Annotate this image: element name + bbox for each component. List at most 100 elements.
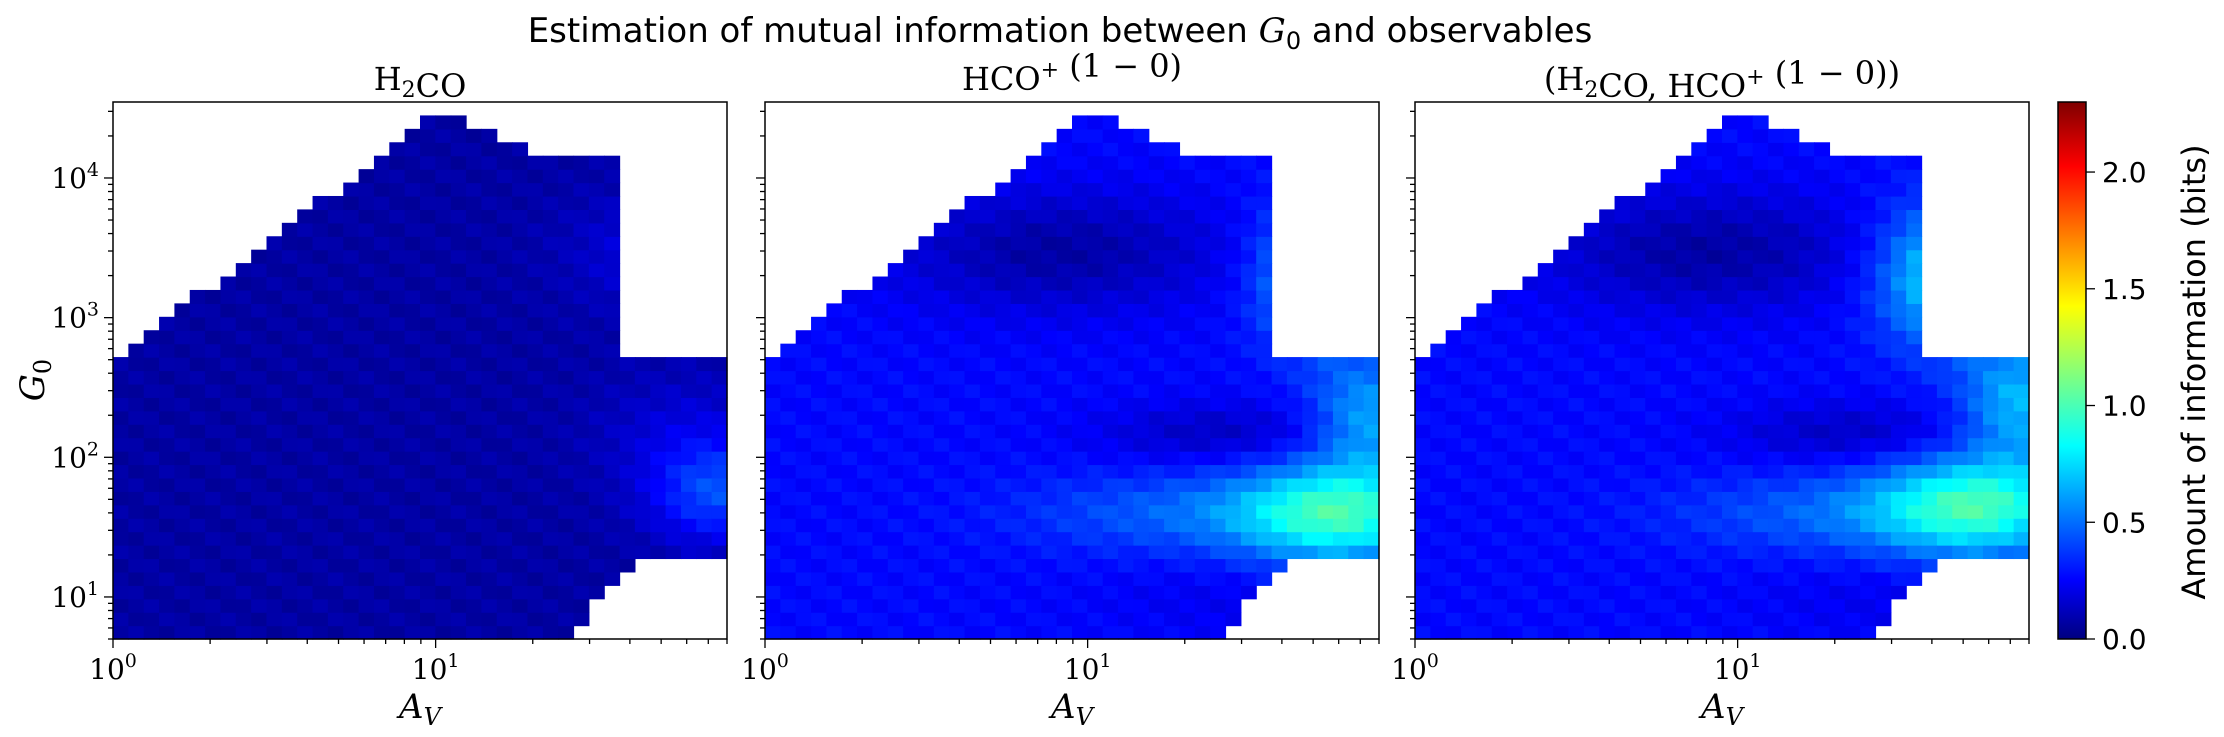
heatmap-cell [1537, 330, 1554, 345]
heatmap-cell [1194, 464, 1211, 479]
heatmap-cell [1225, 182, 1242, 197]
heatmap-cell [297, 477, 314, 492]
heatmap-cell [903, 303, 920, 318]
heatmap-cell [1829, 316, 1846, 331]
heatmap-cell [995, 585, 1012, 600]
heatmap-cell [1890, 383, 1907, 398]
heatmap-cell [343, 477, 360, 492]
heatmap-cell [1430, 612, 1447, 627]
heatmap-cell [1118, 263, 1134, 278]
heatmap-cell [1056, 357, 1073, 372]
heatmap-cell [1583, 598, 1600, 613]
heatmap-cell [1691, 303, 1708, 318]
heatmap-cell [841, 357, 858, 372]
heatmap-cell [1522, 491, 1539, 506]
heatmap-cell [327, 222, 344, 237]
heatmap-cell [1025, 518, 1042, 533]
heatmap-cell [420, 504, 436, 519]
heatmap-cell [527, 236, 544, 251]
heatmap-cell [1583, 558, 1600, 573]
heatmap-cell [949, 451, 966, 466]
heatmap-cell [1461, 598, 1477, 613]
heatmap-cell [496, 370, 513, 385]
heatmap-cell [1752, 437, 1769, 452]
heatmap-cell [918, 316, 935, 331]
heatmap-cell [887, 598, 904, 613]
heatmap-cell [1675, 276, 1692, 291]
heatmap-cell [711, 410, 728, 425]
heatmap-cell [1952, 424, 1969, 439]
heatmap-cell [404, 289, 421, 304]
heatmap-cell [235, 464, 252, 479]
heatmap-cell [1829, 531, 1846, 546]
heatmap-cell [1814, 571, 1831, 586]
heatmap-cell [964, 343, 981, 358]
heatmap-cell [1164, 155, 1181, 170]
heatmap-cell [1476, 343, 1493, 358]
heatmap-cell [1056, 222, 1073, 237]
heatmap-cell [205, 451, 222, 466]
heatmap-cell [527, 316, 544, 331]
heatmap-cell [527, 612, 544, 627]
heatmap-cell [1225, 195, 1242, 211]
heatmap-cell [1583, 249, 1600, 264]
heatmap-cell [1056, 585, 1073, 600]
heatmap-cell [1722, 289, 1738, 304]
heatmap-cell [1537, 545, 1554, 560]
heatmap-cell [1568, 263, 1585, 278]
heatmap-cell [949, 209, 966, 224]
heatmap-cell [918, 357, 935, 372]
heatmap-cell [189, 545, 206, 560]
heatmap-cell [1583, 437, 1600, 452]
heatmap-cell [1844, 169, 1861, 184]
heatmap-cell [1363, 437, 1380, 452]
heatmap-cell [857, 598, 874, 613]
heatmap-cell [1010, 625, 1027, 640]
heatmap-cell [1164, 276, 1181, 291]
heatmap-cell [159, 370, 175, 385]
heatmap-cell [1194, 182, 1211, 197]
figure-title-sub: 0 [1286, 27, 1301, 55]
heatmap-cell [220, 343, 237, 358]
heatmap-cell [1491, 504, 1508, 519]
heatmap-cell [1537, 343, 1554, 358]
heatmap-cell [1722, 397, 1738, 412]
heatmap-cell [358, 477, 375, 492]
heatmap-cell [1829, 397, 1846, 412]
heatmap-cell [1102, 585, 1119, 600]
heatmap-cell [1722, 182, 1738, 197]
heatmap-cell [1164, 424, 1181, 439]
heatmap-cell [1164, 383, 1181, 398]
heatmap-cell [404, 370, 421, 385]
heatmap-cell [113, 370, 129, 385]
heatmap-cell [1041, 155, 1058, 170]
heatmap-cell [220, 585, 237, 600]
heatmap-cell [435, 504, 452, 519]
heatmap-cell [1675, 249, 1692, 264]
heatmap-cell [1025, 571, 1042, 586]
heatmap-cell [1256, 531, 1273, 546]
heatmap-cell [1445, 504, 1462, 519]
heatmap-cell [1415, 477, 1431, 492]
heatmap-cell [481, 518, 498, 533]
heatmap-cell [1906, 518, 1923, 533]
heatmap-cell [343, 222, 360, 237]
heatmap-cell [1148, 424, 1165, 439]
heatmap-cell [979, 289, 996, 304]
heatmap-cell [512, 383, 529, 398]
heatmap-cell [1087, 585, 1104, 600]
heatmap-cell [113, 558, 129, 573]
heatmap-cell [358, 316, 375, 331]
heatmap-cell [1041, 625, 1058, 640]
heatmap-cell [512, 424, 529, 439]
heatmap-cell [1752, 464, 1769, 479]
heatmap-cell [1675, 585, 1692, 600]
heatmap-cell [389, 343, 406, 358]
heatmap-cell [1583, 545, 1600, 560]
heatmap-cell [1256, 518, 1273, 533]
heatmap-cell [918, 464, 935, 479]
heatmap-cell [389, 424, 406, 439]
heatmap-cell [1614, 397, 1631, 412]
heatmap-cell [949, 276, 966, 291]
heatmap-cell [327, 263, 344, 278]
